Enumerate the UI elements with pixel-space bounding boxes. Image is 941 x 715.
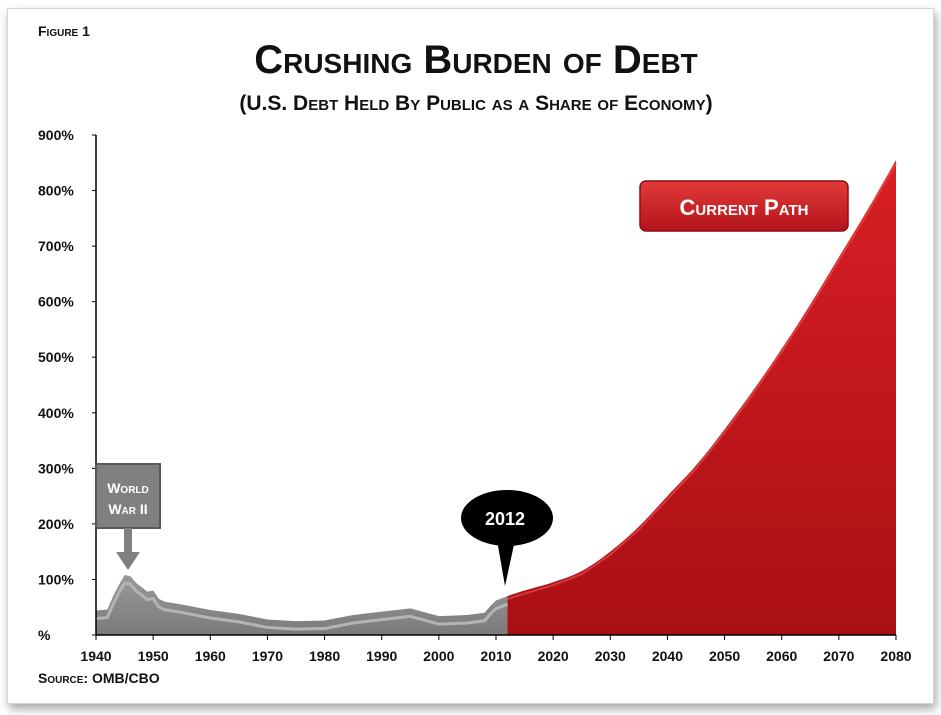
world-war-ii-text: World	[107, 480, 149, 496]
x-tick-label: 1940	[80, 648, 111, 664]
x-tick-label: 1970	[252, 648, 283, 664]
chart-subtitle: (U.S. Debt Held By Public as a Share of …	[239, 92, 712, 115]
current-path-text: Current Path	[680, 195, 809, 220]
y-tick-label: %	[38, 627, 51, 643]
y-tick-label: 200%	[38, 516, 74, 532]
current-path-label: Current Path	[639, 180, 849, 232]
world-war-ii-arrow-head	[116, 552, 140, 570]
x-tick-label: 2040	[652, 648, 683, 664]
y-tick-label: 600%	[38, 294, 74, 310]
world-war-ii-box	[95, 463, 161, 529]
source-label: Source: OMB/CBO	[38, 670, 160, 686]
x-tick-label: 2010	[480, 648, 511, 664]
world-war-ii-text-line2: War II	[108, 501, 147, 517]
x-tick-label: 2030	[595, 648, 626, 664]
chart-title: Crushing Burden of Debt	[254, 38, 698, 82]
y-tick-label: 100%	[38, 571, 74, 587]
x-tick-label: 2020	[538, 648, 569, 664]
y-tick-label: 700%	[38, 238, 74, 254]
year-2012-text: 2012	[485, 509, 525, 529]
year-2012-pointer	[497, 540, 515, 586]
year-2012-callout: 2012	[461, 490, 553, 586]
x-tick-label: 2000	[423, 648, 454, 664]
figure-label: Figure 1	[38, 23, 90, 39]
x-tick-label: 2070	[823, 648, 854, 664]
y-tick-label: 900%	[38, 127, 74, 143]
y-tick-label: 300%	[38, 460, 74, 476]
x-tick-label: 1960	[195, 648, 226, 664]
world-war-ii-callout: World War II	[95, 463, 161, 570]
year-2012-bubble	[461, 490, 553, 546]
projection-area	[507, 160, 896, 635]
x-tick-label: 2080	[880, 648, 911, 664]
plot-area	[95, 160, 897, 635]
x-tick-label: 1990	[366, 648, 397, 664]
historical-area	[96, 575, 508, 635]
x-tick-label: 2060	[766, 648, 797, 664]
x-tick-label: 1950	[138, 648, 169, 664]
x-tick-label: 1980	[309, 648, 340, 664]
current-path-box	[639, 180, 849, 232]
y-tick-label: 500%	[38, 349, 74, 365]
axes: % 100% 200% 300% 400% 500% 600% 700% 800% 900% 194…	[38, 127, 912, 664]
y-tick-label: 400%	[38, 405, 74, 421]
world-war-ii-arrow-shaft	[124, 528, 132, 554]
projection-highlight	[507, 162, 897, 601]
historical-highlight	[95, 581, 508, 631]
y-tick-label: 800%	[38, 183, 74, 199]
x-tick-label: 2050	[709, 648, 740, 664]
